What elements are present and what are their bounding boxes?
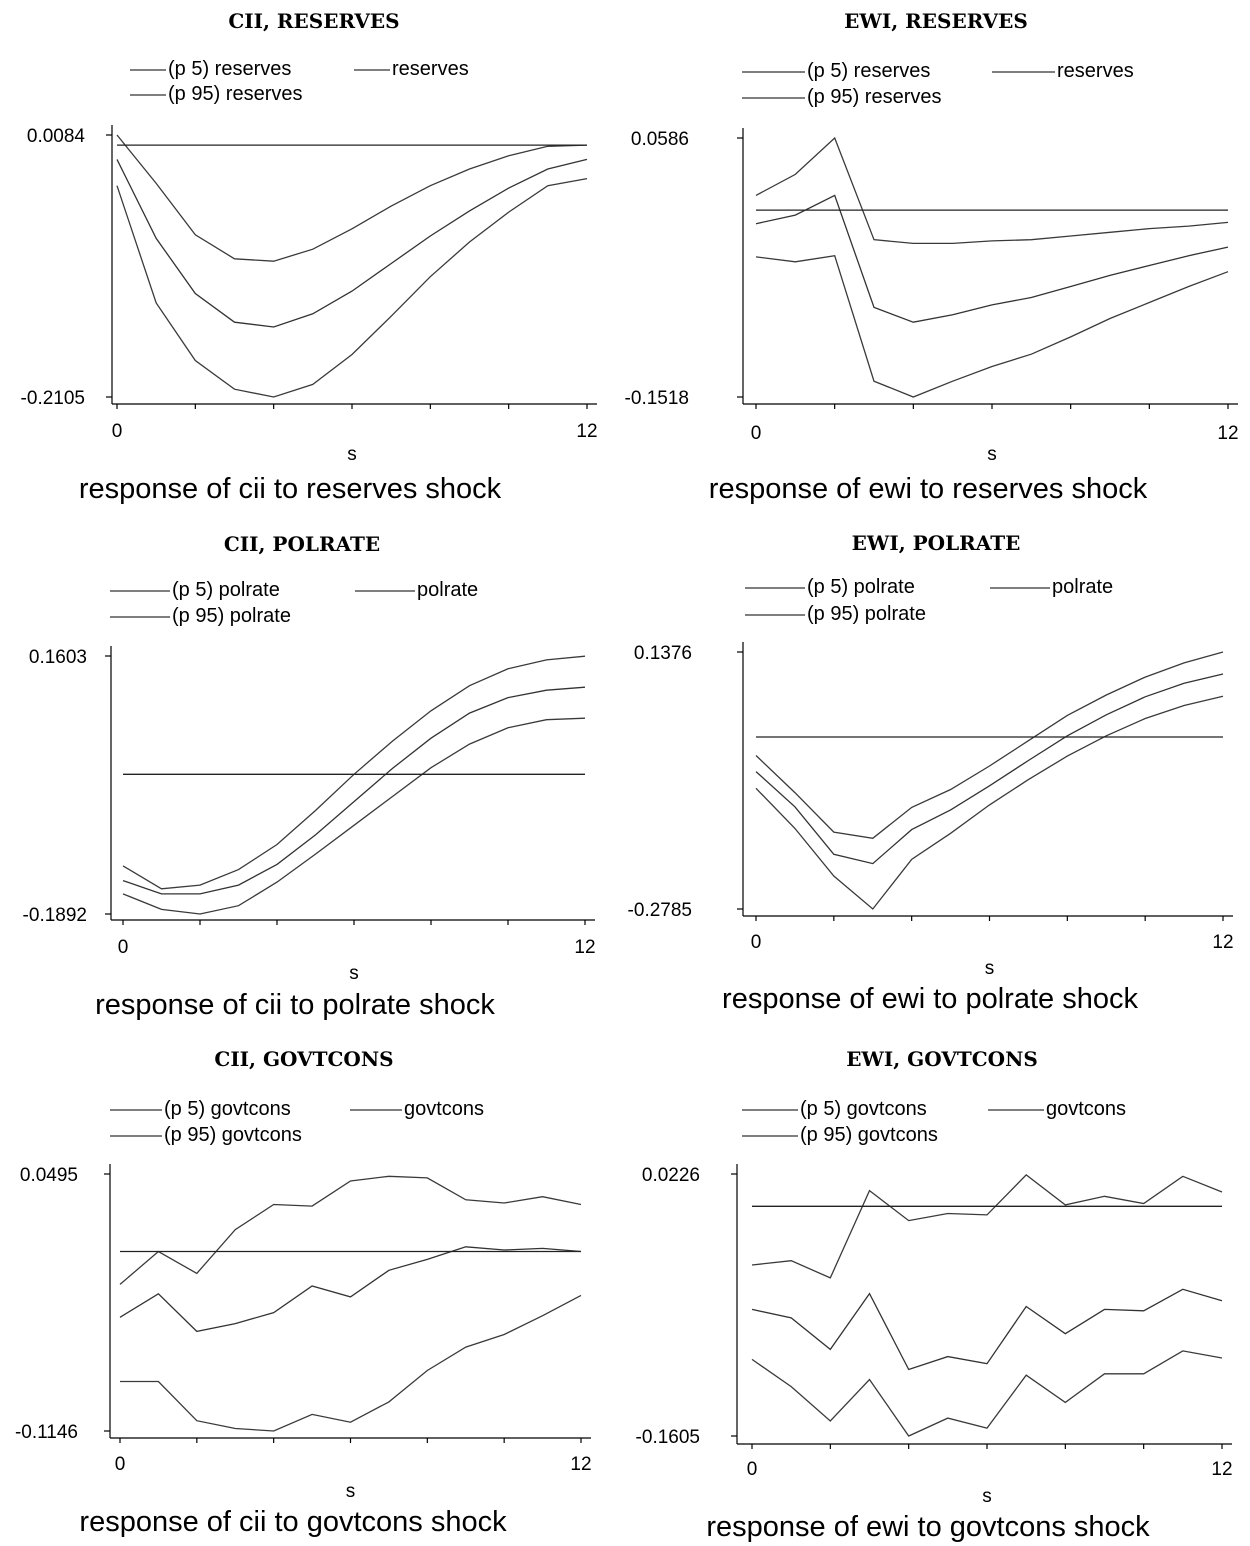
series-line [122, 717, 586, 915]
series-line [119, 1246, 582, 1333]
y-tick-label: 0.0495 [20, 1165, 78, 1186]
x-axis-label: s [985, 958, 995, 979]
series-line [755, 254, 1229, 398]
x-axis-label: s [987, 444, 997, 465]
series-line [751, 1350, 1223, 1437]
legend-label: reserves [1057, 60, 1134, 82]
y-tick-label: 0.0586 [631, 129, 689, 150]
x-axis-label: s [347, 444, 357, 465]
y-tick-label: -0.2105 [21, 388, 85, 409]
legend-label: (p 5) polrate [172, 579, 280, 601]
chart-panel-3: CII, POLRATE (p 5) polrate polrate (p 95) p… [23, 532, 596, 1021]
y-tick-label: 0.0084 [27, 126, 86, 147]
series-line [116, 158, 588, 328]
series-line [119, 1175, 582, 1285]
series-line [116, 134, 588, 262]
x-tick-label: 12 [570, 1454, 591, 1475]
series-line [122, 655, 586, 890]
legend-label: (p 5) reserves [168, 58, 291, 80]
legend-label: (p 95) polrate [172, 605, 291, 627]
legend-label: (p 95) govtcons [800, 1124, 938, 1146]
x-tick-label: 0 [751, 423, 762, 444]
x-tick-label: 0 [115, 1454, 126, 1475]
legend-label: (p 5) govtcons [800, 1098, 927, 1120]
legend-label: govtcons [404, 1098, 484, 1120]
y-tick-label: -0.1518 [625, 388, 689, 409]
chart-panel-1: CII, RESERVES (p 5) reserves reserves (p 95… [21, 9, 598, 505]
chart-title: CII, GOVTCONS [214, 1047, 393, 1071]
x-tick-label: 0 [751, 932, 762, 953]
chart-title: EWI, GOVTCONS [846, 1047, 1038, 1071]
x-tick-label: 12 [1212, 932, 1233, 953]
x-tick-label: 12 [1211, 1459, 1232, 1480]
y-tick-label: -0.1605 [636, 1427, 700, 1448]
series-line [116, 177, 588, 398]
legend-label: govtcons [1046, 1098, 1126, 1120]
chart-title: EWI, RESERVES [844, 9, 1028, 33]
chart-title: CII, POLRATE [224, 532, 380, 556]
legend-label: polrate [1052, 576, 1113, 598]
series-line [755, 673, 1224, 865]
chart-caption: response of ewi to polrate shock [722, 983, 1138, 1015]
y-tick-label: -0.1146 [15, 1422, 78, 1443]
x-tick-label: 12 [574, 937, 595, 958]
series-line [755, 651, 1224, 839]
chart-panel-4: EWI, POLRATE (p 5) polrate polrate (p 95) p… [628, 531, 1234, 1015]
chart-caption: response of cii to reserves shock [79, 473, 502, 505]
legend-label: (p 5) polrate [807, 576, 915, 598]
y-tick-label: -0.2785 [628, 900, 692, 921]
series-line [751, 1288, 1223, 1371]
series-line [755, 695, 1224, 910]
series-line [755, 194, 1229, 323]
chart-caption: response of ewi to reserves shock [709, 473, 1148, 505]
chart-caption: response of cii to govtcons shock [79, 1506, 507, 1538]
legend-label: (p 5) reserves [807, 60, 930, 82]
y-tick-label: 0.0226 [642, 1165, 700, 1186]
series-line [751, 1174, 1223, 1279]
x-tick-label: 12 [576, 421, 597, 442]
x-tick-label: 12 [1217, 423, 1238, 444]
x-tick-label: 0 [118, 937, 129, 958]
legend-label: (p 95) reserves [807, 86, 942, 108]
chart-panel-5: CII, GOVTCONS (p 5) govtcons govtcons (p 95… [15, 1047, 592, 1538]
legend-label: (p 95) reserves [168, 83, 303, 105]
legend-label: reserves [392, 58, 469, 80]
y-tick-label: 0.1603 [29, 647, 87, 668]
legend-label: polrate [417, 579, 478, 601]
chart-caption: response of ewi to govtcons shock [706, 1511, 1150, 1543]
series-line [755, 136, 1229, 245]
x-axis-label: s [346, 1481, 356, 1502]
series-line [122, 686, 586, 895]
legend-label: (p 95) govtcons [164, 1124, 302, 1146]
y-tick-label: -0.1892 [23, 905, 87, 926]
series-line [120, 1294, 582, 1432]
legend-label: (p 5) govtcons [164, 1098, 291, 1120]
chart-title: CII, RESERVES [228, 9, 399, 33]
x-axis-label: s [349, 963, 359, 984]
chart-caption: response of cii to polrate shock [95, 989, 495, 1021]
x-tick-label: 0 [747, 1459, 758, 1480]
x-axis-label: s [982, 1486, 992, 1507]
x-tick-label: 0 [112, 421, 123, 442]
y-tick-label: 0.1376 [634, 643, 692, 664]
chart-panel-6: EWI, GOVTCONS (p 5) govtcons govtcons (p 95… [636, 1047, 1233, 1543]
legend-label: (p 95) polrate [807, 603, 926, 625]
chart-panel-2: EWI, RESERVES (p 5) reserves reserves (p 95… [625, 9, 1239, 505]
chart-title: EWI, POLRATE [852, 531, 1021, 555]
